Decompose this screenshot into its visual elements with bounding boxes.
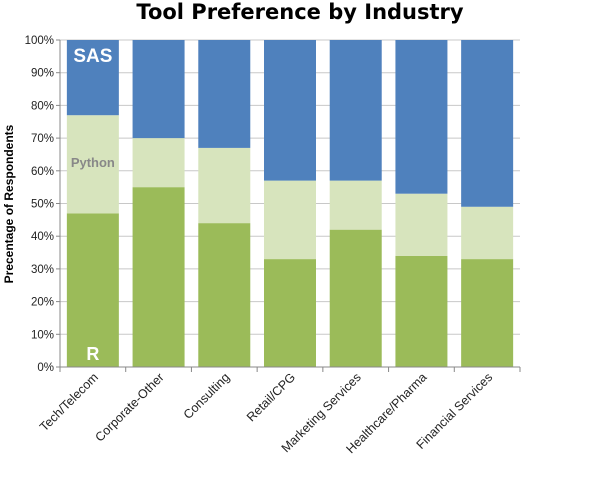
y-tick-label: 90% <box>31 68 54 80</box>
y-tick-label: 60% <box>31 166 54 178</box>
bar-segment-r <box>132 187 185 367</box>
y-tick-label: 10% <box>31 329 54 341</box>
bar-segment-r <box>395 255 448 367</box>
bar-segment-r <box>66 213 119 367</box>
bar-segment-python <box>264 180 316 260</box>
x-tick-label: Tech/Telecom <box>37 370 101 434</box>
bar-segment-python <box>395 193 448 256</box>
bar-segment-python <box>198 147 251 224</box>
bar-segment-sas <box>66 40 119 116</box>
bar-segment-sas <box>264 40 316 181</box>
y-tick-label: 20% <box>31 297 54 309</box>
bar-segment-sas <box>395 40 448 194</box>
y-tick-label: 50% <box>31 199 54 211</box>
bar-segment-sas <box>461 40 514 207</box>
series-label-r: R <box>86 344 99 364</box>
bar-segment-r <box>329 229 382 367</box>
y-tick-label: 70% <box>31 133 54 145</box>
bar-segment-python <box>132 138 185 188</box>
bar-segment-python <box>329 180 382 230</box>
bar-segment-sas <box>329 40 382 181</box>
y-tick-label: 100% <box>25 35 54 47</box>
series-label-sas: SAS <box>73 46 112 67</box>
series-label-python: Python <box>71 155 115 170</box>
bar-segment-python <box>461 206 514 260</box>
y-tick-label: 0% <box>37 362 54 374</box>
y-axis-ticks: 0% 10% 20% 30% 40% 50% 60% 70% 80% 90% 100% <box>25 35 54 374</box>
y-tick-label: 80% <box>31 100 54 112</box>
bar-segment-r <box>264 259 316 367</box>
segment-labels: SAS Python R <box>71 46 115 364</box>
bar-segment-python <box>66 115 119 214</box>
bar-segment-sas <box>198 40 251 148</box>
bars <box>66 40 514 367</box>
bar-segment-r <box>198 223 251 367</box>
y-tick-label: 30% <box>31 264 54 276</box>
y-axis-label: Precentage of Respondents <box>2 124 16 283</box>
bar-segment-sas <box>132 40 185 139</box>
y-tick-label: 40% <box>31 231 54 243</box>
chart-title: Tool Preference by Industry <box>136 0 463 24</box>
bar-segment-r <box>461 259 514 367</box>
x-tick-label: Corporate-Other <box>92 370 166 444</box>
x-tick-label: Retail/CPG <box>244 370 298 424</box>
x-tick-label: Consulting <box>181 370 233 422</box>
